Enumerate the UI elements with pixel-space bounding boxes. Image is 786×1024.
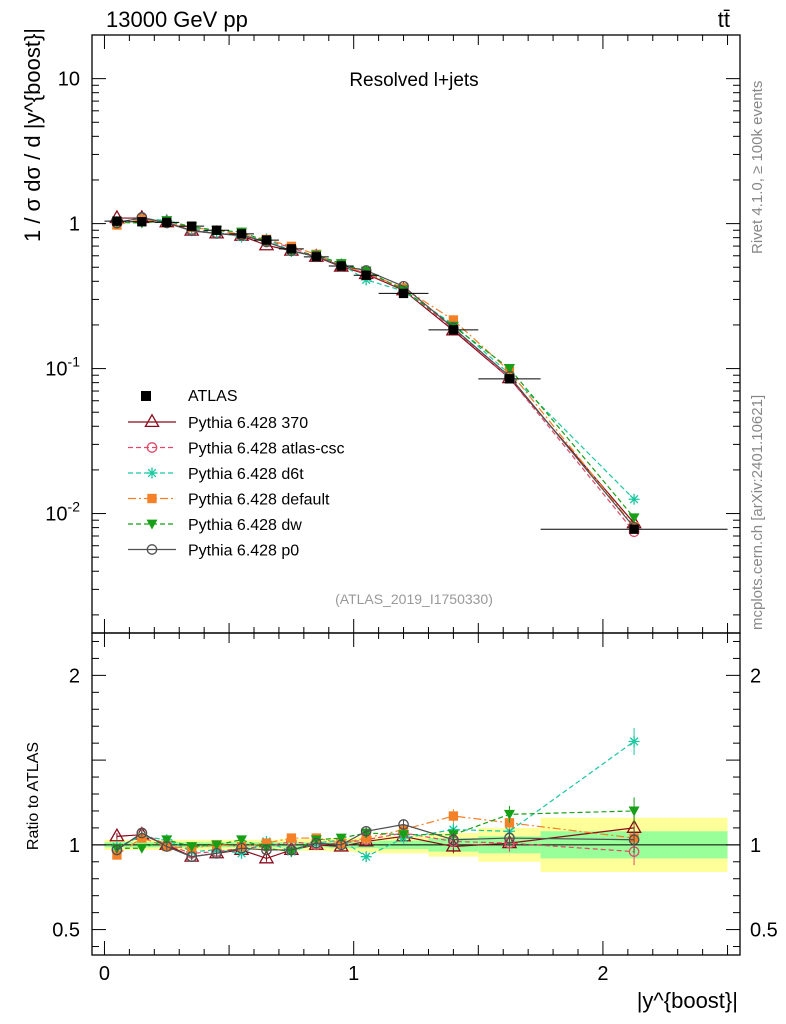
series-2-ratio-point [360, 851, 372, 863]
chart-title: Resolved l+jets [349, 70, 478, 91]
series-5-ratio-point [236, 842, 247, 854]
analysis-id: (ATLAS_2019_I1750330) [335, 591, 493, 607]
legend-label: Pythia 6.428 d6t [188, 466, 304, 483]
series-5-ratio-point [161, 841, 173, 852]
y-tick-label: 10 [58, 69, 80, 91]
series-4-main-point [628, 513, 640, 524]
atlas-data-point [361, 270, 371, 280]
series-4-ratio-point [628, 806, 640, 817]
main-panel: 10 1 10-1 10-2 Resolved l+jets (ATLAS_2019_… [20, 28, 741, 647]
series-5-ratio-point [136, 827, 148, 839]
series-5-ratio-point [286, 844, 297, 856]
atlas-data-point [504, 374, 515, 384]
series-5-ratio-point [261, 844, 272, 856]
series-3-ratio-point [286, 833, 297, 843]
series-5-ratio-point [448, 834, 459, 846]
x-tick-label: 1 [348, 963, 359, 985]
y-axis-label: 1 / σ dσ / d |y^{boost}| [20, 28, 45, 242]
atlas-data-point [629, 524, 639, 534]
process-label: tt̄ [718, 7, 730, 32]
atlas-data-point [112, 216, 122, 226]
series-5-ratio-point [335, 839, 347, 851]
ratio-y-axis-label: Ratio to ATLAS [25, 742, 42, 850]
atlas-data-point [311, 252, 321, 262]
legend-label: Pythia 6.428 atlas-csc [188, 441, 345, 458]
atlas-data-point [286, 244, 297, 254]
energy-label: 13000 GeV pp [106, 7, 248, 32]
series-5-ratio-point [111, 844, 123, 856]
legend-marker [146, 544, 158, 555]
atlas-data-point [448, 325, 459, 335]
legend: ATLAS Pythia 6.428 370 Pythia 6.428 atlas… [128, 388, 345, 560]
atlas-data-point [236, 229, 247, 239]
legend-marker [147, 493, 157, 504]
legend-label: Pythia 6.428 370 [188, 415, 308, 432]
ratio-panel: 0 1 2 2 2 1 1 0.5 0.5 Ratio to ATLAS |y^{boost}| [25, 632, 778, 1013]
series-4-ratio-point [335, 833, 347, 844]
ratio-frame [91, 632, 741, 956]
legend-label: Pythia 6.428 default [188, 492, 330, 509]
mcplots-label: mcplots.cern.ch [arXiv:2401.10621] [749, 395, 766, 630]
atlas-data-point [211, 225, 222, 235]
y-tick-label: 1 [69, 214, 80, 236]
atlas-data-point [398, 288, 409, 299]
legend-marker-atlas [141, 391, 151, 401]
series-5-ratio-point [398, 819, 409, 830]
series-2-ratio-point [628, 735, 640, 747]
series-5-ratio-point [310, 837, 322, 849]
ratio-y-tick-label: 0.5 [52, 920, 80, 942]
legend-label: Pythia 6.428 dw [188, 517, 302, 534]
series-5-ratio-point [211, 847, 222, 859]
series-5-ratio-point [186, 851, 198, 863]
ratio-y-tick-label: 2 [69, 665, 80, 687]
series-3-main-point [448, 315, 459, 325]
series-5-ratio-point [360, 825, 372, 837]
atlas-data-point [336, 261, 346, 271]
legend-marker [144, 413, 160, 428]
ratio-y-tick-label-right: 1 [750, 835, 761, 857]
x-axis-label: |y^{boost}| [637, 988, 738, 1013]
legend-marker [146, 442, 158, 453]
atlas-data-point [137, 217, 147, 227]
x-tick-label: 0 [99, 963, 110, 985]
series-4-ratio-point [161, 835, 173, 846]
ratio-y-tick-label-right: 0.5 [750, 920, 778, 942]
series-4-ratio-point [503, 809, 515, 820]
series-0-ratio-point [109, 827, 125, 842]
y-tick-label: 10-1 [45, 354, 80, 381]
series-4-ratio-point [211, 840, 223, 851]
series-4-ratio-point [398, 830, 410, 841]
ratio-y-tick-label: 1 [69, 835, 80, 857]
legend-label: Pythia 6.428 p0 [188, 543, 299, 560]
atlas-data-point [261, 235, 272, 245]
atlas-data-point [162, 217, 172, 228]
series-3-ratio-point [261, 838, 272, 848]
series-4-ratio-point [186, 842, 198, 853]
legend-marker [146, 467, 158, 479]
ratio-y-tick-label-right: 2 [750, 665, 761, 687]
series-1-main-line [116, 216, 635, 533]
series-4-ratio-point [136, 843, 148, 854]
series-2-main-point [628, 493, 640, 505]
series-4-main-point [503, 363, 515, 374]
series-5-ratio-point [628, 834, 640, 846]
rivet-label: Rivet 4.1.0, ≥ 100k events [749, 81, 766, 254]
legend-label-atlas: ATLAS [188, 388, 238, 405]
y-tick-label: 10-2 [45, 499, 80, 526]
legend-marker [146, 519, 158, 530]
x-tick-label: 2 [597, 963, 608, 985]
series-4-ratio-point [236, 835, 248, 846]
atlas-data-point [187, 221, 197, 231]
series-0-ratio-point [258, 849, 275, 864]
series-3-ratio-point [448, 811, 459, 821]
series-5-ratio-point [504, 832, 515, 844]
